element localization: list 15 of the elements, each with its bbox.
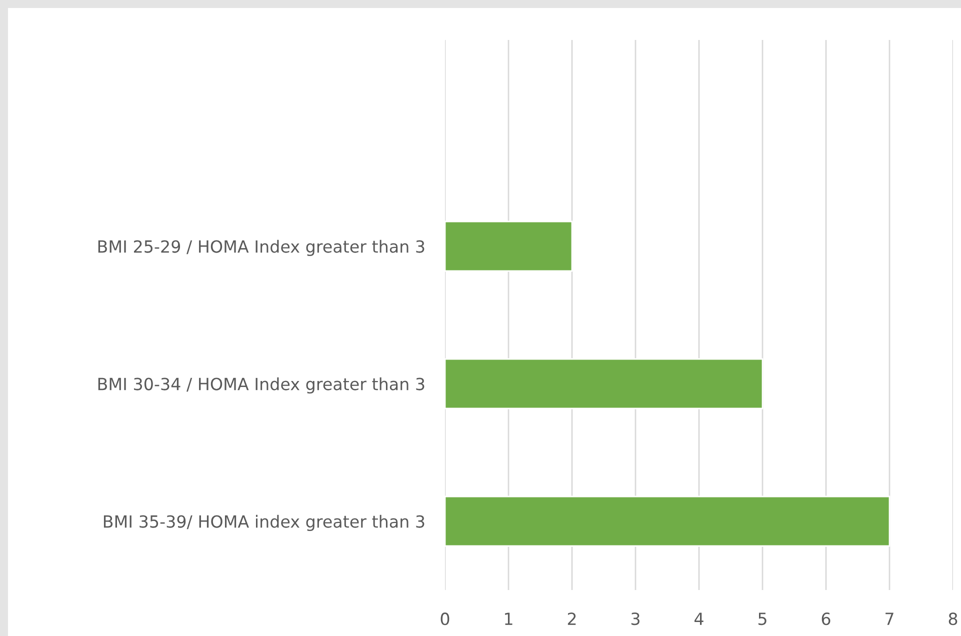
x-tick-label: 6	[822, 612, 830, 626]
y-tick-label: BMI 35-39/ HOMA index greater than 3	[104, 514, 424, 532]
x-tick-label: 5	[758, 612, 766, 626]
bar	[445, 358, 764, 410]
bar	[445, 220, 573, 272]
x-tick-label: 7	[886, 612, 894, 625]
x-tick-label: 2	[568, 612, 576, 625]
bar	[445, 496, 890, 547]
y-tick-label: BMI 30-34 / HOMA Index greater than 3	[98, 377, 424, 394]
y-tick-label: BMI 25-29 / HOMA Index greater than 3	[98, 240, 424, 256]
x-tick-label: 3	[631, 612, 640, 626]
x-tick-label: 0	[440, 612, 450, 626]
x-tick-label: 4	[694, 612, 704, 625]
x-tick-label: 1	[505, 612, 512, 625]
x-tick-label: 8	[948, 612, 958, 626]
